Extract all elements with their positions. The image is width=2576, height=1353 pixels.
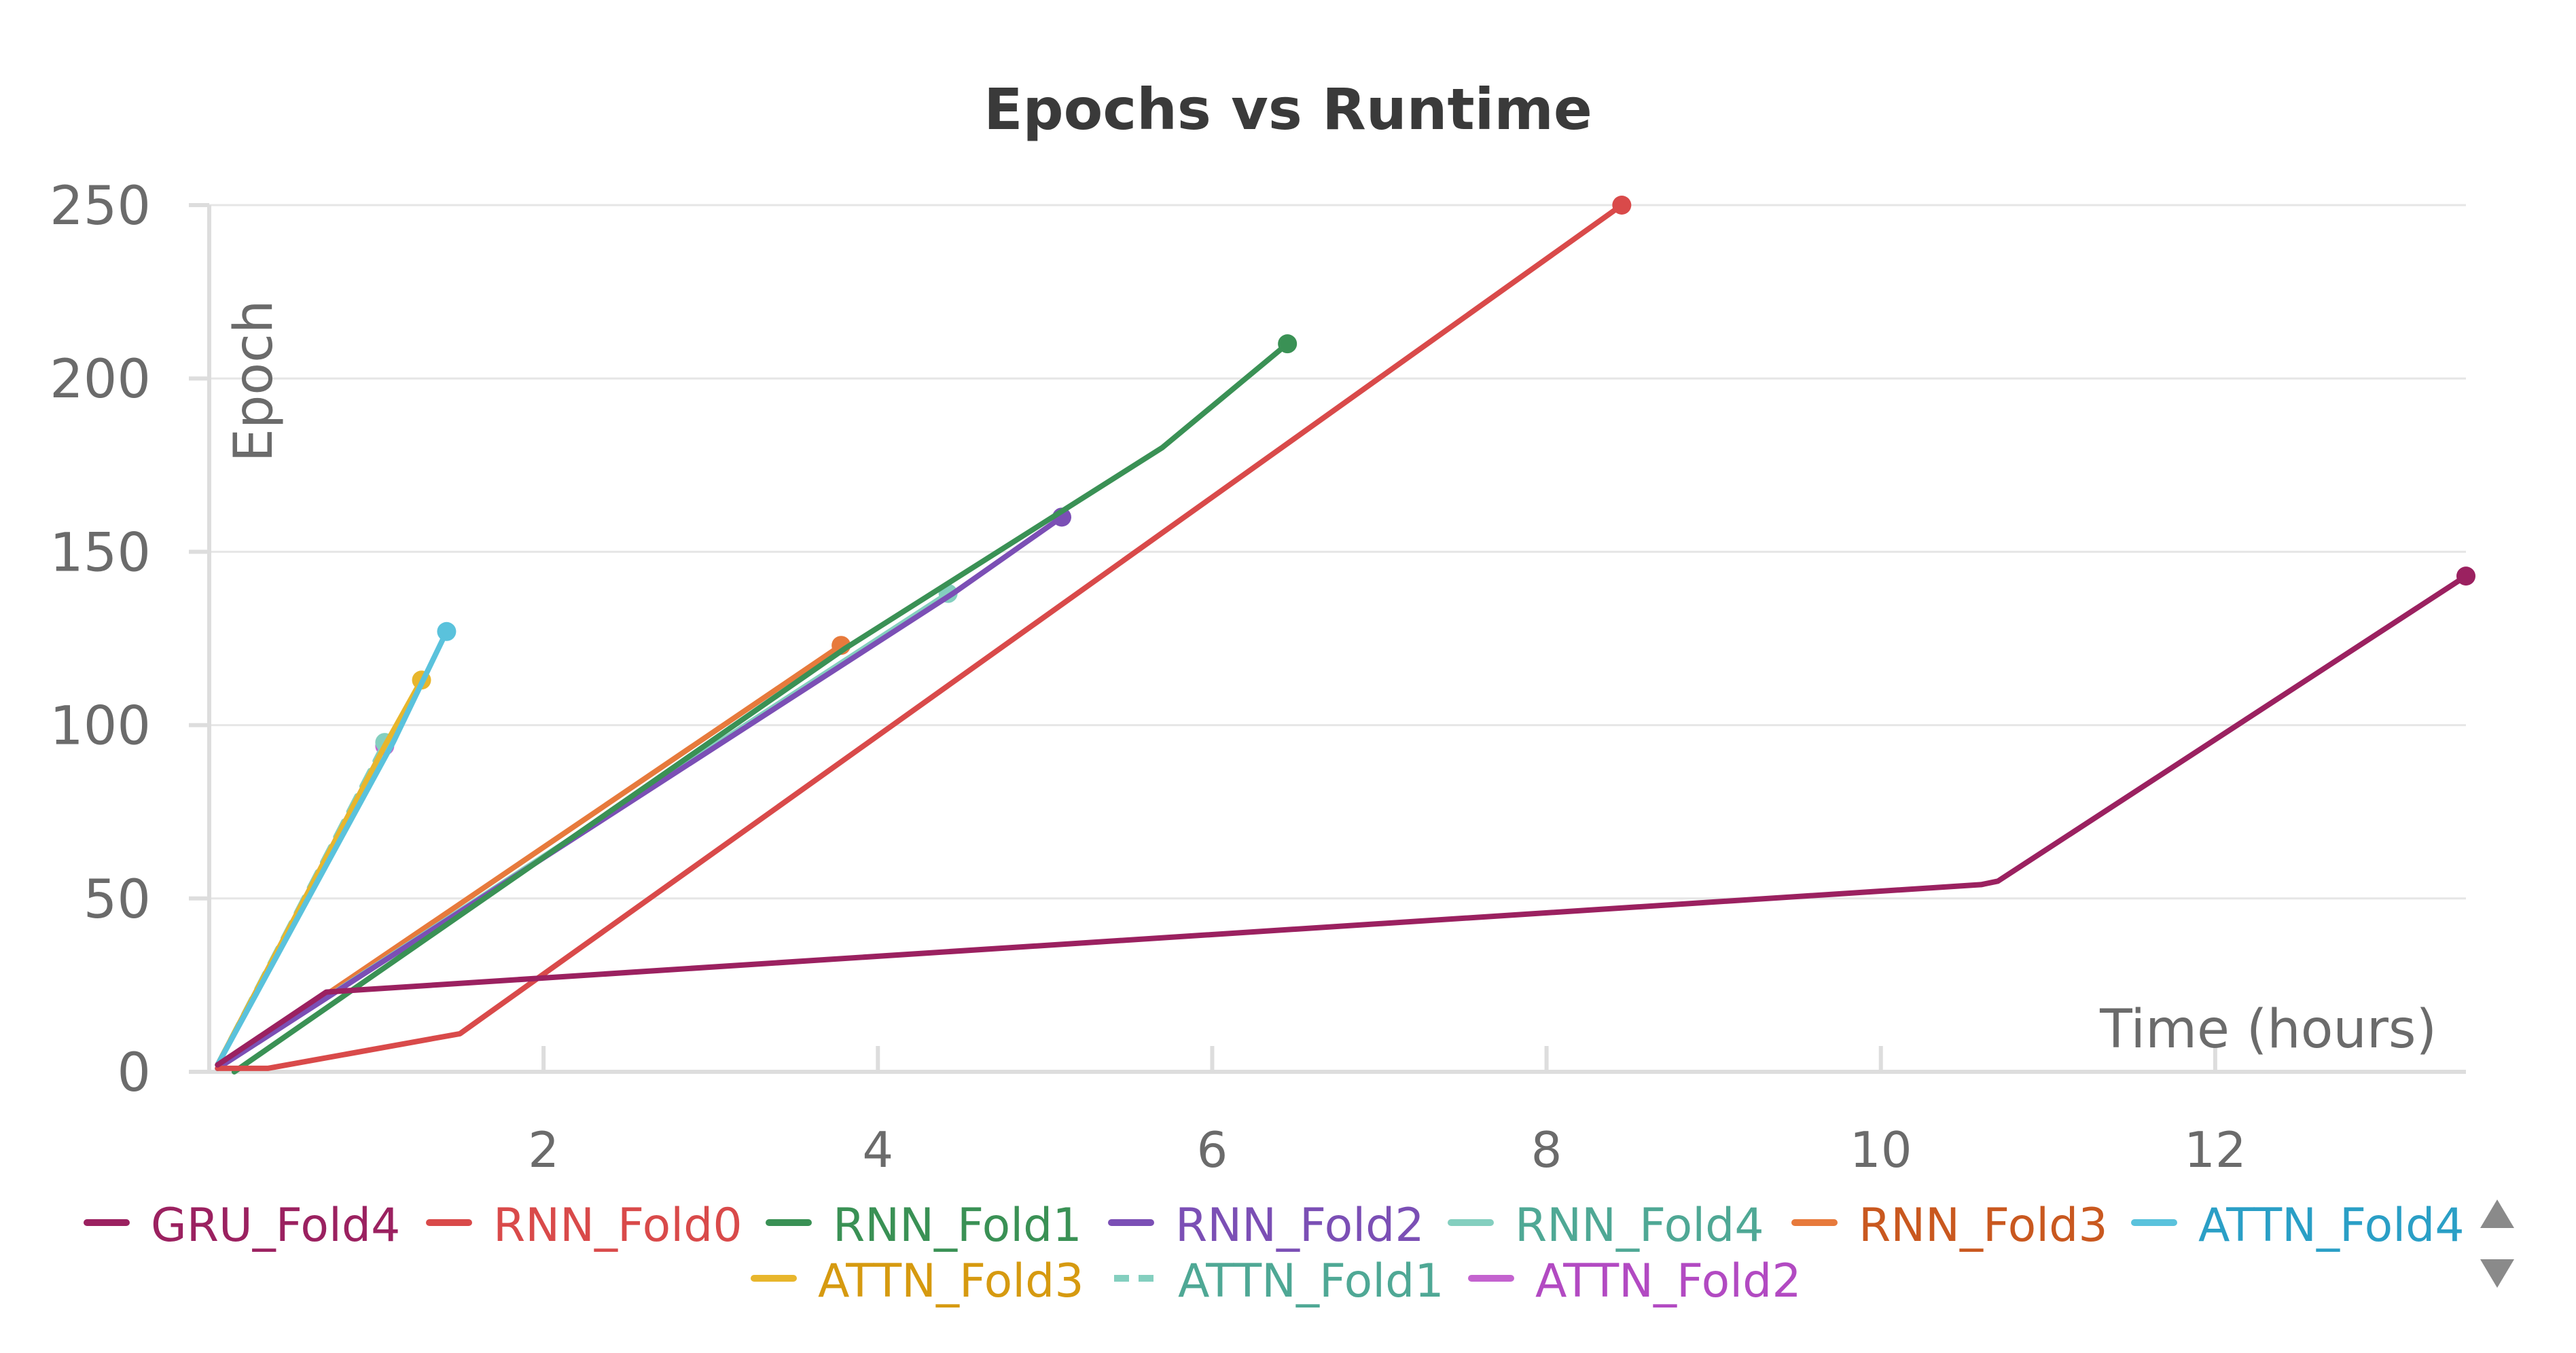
y-tick-label: 200 — [50, 349, 151, 410]
legend-item-attn-fold3[interactable]: ATTN_Fold3 — [751, 1255, 1084, 1308]
x-tick-label: 10 — [1850, 1121, 1912, 1178]
legend-item-gru-fold4[interactable]: GRU_Fold4 — [84, 1199, 400, 1252]
legend-item-rnn-fold3[interactable]: RNN_Fold3 — [1791, 1199, 2108, 1252]
legend-item-rnn-fold2[interactable]: RNN_Fold2 — [1108, 1199, 1425, 1252]
legend-item-rnn-fold4[interactable]: RNN_Fold4 — [1448, 1199, 1764, 1252]
y-axis-tick-labels: 0 50 100 150 200 250 — [50, 176, 151, 1104]
series-rnn-fold1 — [231, 334, 1298, 1075]
legend-scroll-down-button[interactable] — [2469, 1246, 2525, 1301]
series-end-point — [1612, 196, 1632, 215]
legend-label: ATTN_Fold2 — [1535, 1255, 1802, 1308]
legend: GRU_Fold4 RNN_Fold0 RNN_Fold1 RNN_Fold2 RNN_… — [84, 1199, 2465, 1308]
legend-item-rnn-fold0[interactable]: RNN_Fold0 — [426, 1199, 743, 1252]
series-gru-fold4 — [215, 566, 2475, 1068]
triangle-up-icon — [2480, 1199, 2514, 1228]
y-tick-label: 0 — [117, 1043, 151, 1104]
y-tick-label: 50 — [84, 869, 151, 931]
legend-item-attn-fold4[interactable]: ATTN_Fold4 — [2131, 1199, 2465, 1252]
legend-label: ATTN_Fold3 — [818, 1255, 1084, 1308]
series-rnn-fold0 — [215, 196, 1632, 1071]
legend-item-attn-fold1[interactable]: ATTN_Fold1 — [1114, 1255, 1444, 1308]
legend-label: GRU_Fold4 — [151, 1199, 400, 1252]
series-line — [215, 628, 450, 1068]
chart-title: Epochs vs Runtime — [984, 76, 1592, 143]
grid-lines — [189, 203, 2466, 1074]
legend-label: ATTN_Fold1 — [1178, 1255, 1444, 1308]
series-line — [215, 573, 2469, 1068]
axes — [207, 205, 2466, 1074]
x-tick-label: 8 — [1531, 1121, 1562, 1178]
x-axis-label: Time (hours) — [2099, 999, 2437, 1060]
legend-item-attn-fold2[interactable]: ATTN_Fold2 — [1468, 1255, 1802, 1308]
series-line — [231, 341, 1291, 1075]
legend-label: RNN_Fold2 — [1175, 1199, 1425, 1252]
x-tick-label: 2 — [528, 1121, 559, 1178]
legend-label: RNN_Fold0 — [493, 1199, 743, 1252]
series-attn-fold4 — [215, 621, 457, 1068]
x-axis-tick-labels: 2 4 6 8 10 12 — [528, 1121, 2246, 1178]
legend-scroll-up-button[interactable] — [2469, 1187, 2525, 1243]
legend-item-rnn-fold1[interactable]: RNN_Fold1 — [766, 1199, 1082, 1252]
series-end-point — [437, 621, 457, 641]
y-tick-label: 100 — [50, 696, 151, 757]
legend-label: RNN_Fold4 — [1515, 1199, 1764, 1252]
legend-label: RNN_Fold3 — [1859, 1199, 2108, 1252]
series-lines — [215, 196, 2475, 1075]
x-tick-label: 6 — [1197, 1121, 1228, 1178]
x-tick-label: 12 — [2184, 1121, 2247, 1178]
series-end-point — [2456, 566, 2475, 586]
series-line — [215, 514, 1065, 1071]
y-tick-label: 150 — [50, 522, 151, 583]
y-tick-label: 250 — [50, 176, 151, 237]
legend-label: RNN_Fold1 — [833, 1199, 1082, 1252]
series-end-point — [1278, 334, 1298, 354]
triangle-down-icon — [2480, 1259, 2514, 1288]
legend-label: ATTN_Fold4 — [2198, 1199, 2465, 1252]
x-tick-label: 4 — [862, 1121, 893, 1178]
series-line — [215, 202, 1625, 1071]
y-axis-label: Epoch — [223, 300, 285, 463]
